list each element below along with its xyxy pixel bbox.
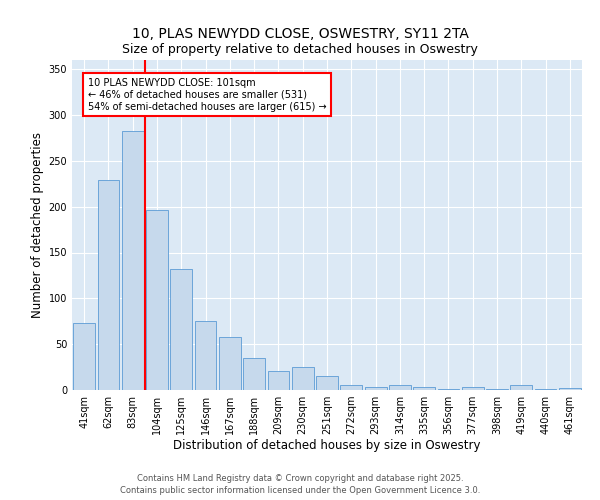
Bar: [559, 388, 581, 390]
Bar: [268, 371, 289, 390]
Bar: [73, 323, 95, 390]
Bar: [122, 130, 143, 390]
Bar: [365, 387, 386, 390]
Bar: [486, 389, 508, 390]
Bar: [340, 386, 362, 390]
Text: 10, PLAS NEWYDD CLOSE, OSWESTRY, SY11 2TA: 10, PLAS NEWYDD CLOSE, OSWESTRY, SY11 2T…: [131, 28, 469, 42]
Bar: [316, 376, 338, 390]
Text: Contains HM Land Registry data © Crown copyright and database right 2025.
Contai: Contains HM Land Registry data © Crown c…: [120, 474, 480, 495]
Text: 10 PLAS NEWYDD CLOSE: 101sqm
← 46% of detached houses are smaller (531)
54% of s: 10 PLAS NEWYDD CLOSE: 101sqm ← 46% of de…: [88, 78, 326, 112]
Bar: [462, 387, 484, 390]
X-axis label: Distribution of detached houses by size in Oswestry: Distribution of detached houses by size …: [173, 438, 481, 452]
Bar: [535, 389, 556, 390]
Text: Size of property relative to detached houses in Oswestry: Size of property relative to detached ho…: [122, 42, 478, 56]
Bar: [146, 210, 168, 390]
Bar: [194, 322, 217, 390]
Bar: [170, 269, 192, 390]
Bar: [389, 386, 411, 390]
Bar: [292, 367, 314, 390]
Bar: [97, 180, 119, 390]
Bar: [243, 358, 265, 390]
Bar: [511, 386, 532, 390]
Bar: [437, 389, 460, 390]
Bar: [219, 337, 241, 390]
Y-axis label: Number of detached properties: Number of detached properties: [31, 132, 44, 318]
Bar: [413, 387, 435, 390]
